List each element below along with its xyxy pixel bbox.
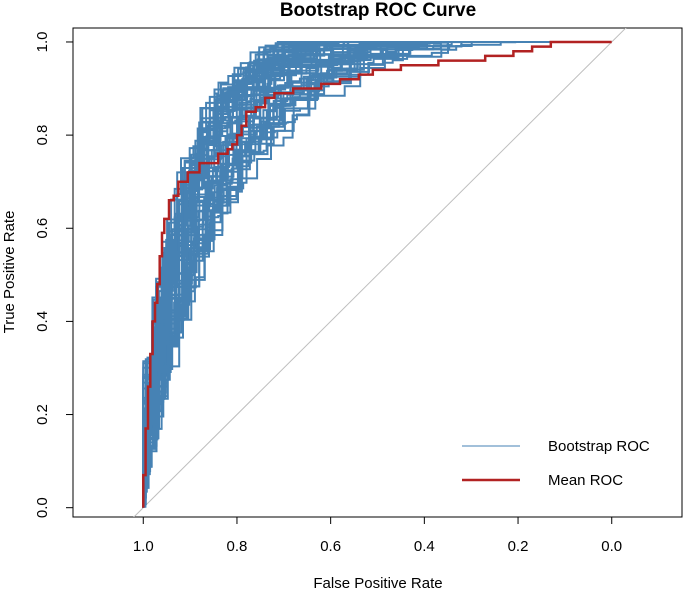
y-tick-label: 0.6 — [34, 218, 51, 239]
y-tick-label: 0.0 — [34, 497, 51, 518]
bootstrap-roc-line — [142, 41, 570, 508]
x-tick-label: 0.6 — [320, 538, 341, 555]
legend: Bootstrap ROC Mean ROC — [462, 438, 650, 489]
y-tick-label: 0.8 — [34, 125, 51, 146]
plot-area — [133, 28, 627, 517]
y-axis-label: True Positive Rate — [1, 211, 18, 334]
bootstrap-roc-line — [142, 41, 574, 508]
y-tick-label: 0.4 — [34, 311, 51, 332]
bootstrap-roc-line — [142, 41, 531, 508]
chart-title: Bootstrap ROC Curve — [280, 0, 476, 21]
x-axis-label: False Positive Rate — [313, 575, 442, 592]
x-tick-label: 1.0 — [133, 538, 154, 555]
bootstrap-roc-line — [142, 41, 577, 508]
bootstrap-roc-series — [142, 41, 584, 508]
x-tick-label: 0.8 — [227, 538, 248, 555]
legend-label-mean: Mean ROC — [548, 472, 623, 489]
x-axis: 1.0 0.8 0.6 0.4 0.2 0.0 — [133, 516, 622, 555]
bootstrap-roc-line — [142, 41, 572, 508]
y-tick-label: 1.0 — [34, 32, 51, 53]
mean-roc-line — [142, 40, 612, 508]
bootstrap-roc-line — [142, 41, 546, 508]
x-tick-label: 0.2 — [508, 538, 529, 555]
bootstrap-roc-line — [142, 41, 576, 508]
bootstrap-roc-line — [142, 41, 577, 508]
legend-label-bootstrap: Bootstrap ROC — [548, 438, 650, 455]
x-tick-label: 0.0 — [601, 538, 622, 555]
bootstrap-roc-line — [142, 41, 579, 508]
bootstrap-roc-line — [142, 41, 579, 508]
y-tick-label: 0.2 — [34, 404, 51, 425]
chance-diagonal — [133, 28, 627, 517]
x-tick-label: 0.4 — [414, 538, 435, 555]
y-axis: 0.0 0.2 0.4 0.6 0.8 1.0 — [34, 32, 74, 518]
bootstrap-roc-line — [142, 41, 573, 508]
bootstrap-roc-line — [142, 41, 576, 508]
